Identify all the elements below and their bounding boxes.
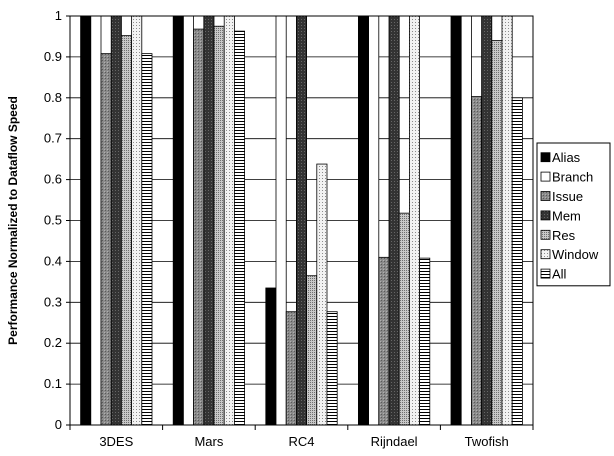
y-tick-label: 0.7 xyxy=(44,131,62,146)
legend-swatch xyxy=(540,229,551,240)
bar-branch-rijndael xyxy=(368,15,380,426)
bar-mem-twofish xyxy=(481,15,493,426)
bar-res-mars xyxy=(213,25,225,426)
bar-branch-3des xyxy=(90,15,102,426)
bar-alias-rijndael xyxy=(357,15,369,426)
bars xyxy=(80,15,523,426)
legend-swatch xyxy=(540,268,551,279)
legend-swatch xyxy=(540,191,551,201)
x-category-label: Twofish xyxy=(465,434,509,449)
legend-label: All xyxy=(552,267,567,282)
x-axis-categories: 3DES Mars RC4 Rijndael Twofish xyxy=(99,434,508,449)
y-tick-label: 0.6 xyxy=(44,172,62,187)
y-tick-label: 0.3 xyxy=(44,294,62,309)
y-tick-label: 0.5 xyxy=(44,213,62,228)
bar-issue-twofish xyxy=(470,96,482,426)
bar-issue-rijndael xyxy=(378,256,390,426)
legend-swatch xyxy=(540,171,551,182)
legend-label: Branch xyxy=(552,170,593,185)
y-tick-label: 0.8 xyxy=(44,90,62,105)
legend-swatch xyxy=(540,210,551,221)
bar-branch-rc4 xyxy=(275,15,287,426)
bar-mem-rijndael xyxy=(388,15,400,426)
plot-frame xyxy=(69,15,534,426)
bar-branch-twofish xyxy=(460,15,472,426)
bar-all-3des xyxy=(141,53,153,426)
y-tick-label: 0.4 xyxy=(44,253,62,268)
x-category-label: 3DES xyxy=(99,434,133,449)
bar-window-rc4 xyxy=(316,163,328,426)
bar-res-rijndael xyxy=(398,212,410,426)
y-tick-label: 1 xyxy=(55,8,62,23)
bar-alias-twofish xyxy=(450,15,462,426)
bar-mem-rc4 xyxy=(295,15,307,426)
bar-mem-3des xyxy=(110,15,122,426)
y-tick-label: 0.2 xyxy=(44,335,62,350)
bar-window-rijndael xyxy=(408,15,420,426)
legend-label: Issue xyxy=(552,189,583,204)
bar-branch-mars xyxy=(182,15,194,426)
bar-window-mars xyxy=(223,15,235,426)
y-tick-label: 0.9 xyxy=(44,49,62,64)
legend-swatch xyxy=(540,152,551,163)
y-axis-ticks: 0 0.1 0.2 0.3 0.4 0.5 0.6 0.7 0.8 0.9 1 xyxy=(44,8,70,432)
y-tick-label: 0.1 xyxy=(44,376,62,391)
y-tick-label: 0 xyxy=(55,417,62,432)
legend-label: Alias xyxy=(552,150,581,165)
legend-label: Res xyxy=(552,228,576,243)
legend: Alias Branch Issue Mem Res Window All xyxy=(536,142,611,287)
bar-all-rijndael xyxy=(419,257,431,426)
x-category-label: RC4 xyxy=(288,434,314,449)
x-category-label: Mars xyxy=(194,434,223,449)
bar-alias-mars xyxy=(172,15,184,426)
legend-label: Window xyxy=(552,247,599,262)
legend-label: Mem xyxy=(552,208,581,223)
bar-issue-3des xyxy=(100,53,112,426)
bar-issue-mars xyxy=(193,28,205,426)
y-axis-label: Performance Normalized to Dataflow Speed xyxy=(6,96,20,345)
bar-window-3des xyxy=(131,15,143,426)
bar-alias-rc4 xyxy=(265,287,277,426)
bar-res-rc4 xyxy=(306,275,318,426)
bar-mem-mars xyxy=(203,15,215,426)
bar-all-mars xyxy=(233,30,245,426)
bar-issue-rc4 xyxy=(285,311,297,426)
x-category-label: Rijndael xyxy=(371,434,418,449)
bar-all-rc4 xyxy=(326,311,338,426)
bar-all-twofish xyxy=(511,97,523,426)
bar-res-3des xyxy=(121,35,133,426)
legend-swatch xyxy=(540,249,551,260)
axes xyxy=(69,15,534,430)
bar-alias-3des xyxy=(80,15,92,426)
bar-window-twofish xyxy=(501,15,513,426)
bar-res-twofish xyxy=(491,40,503,426)
